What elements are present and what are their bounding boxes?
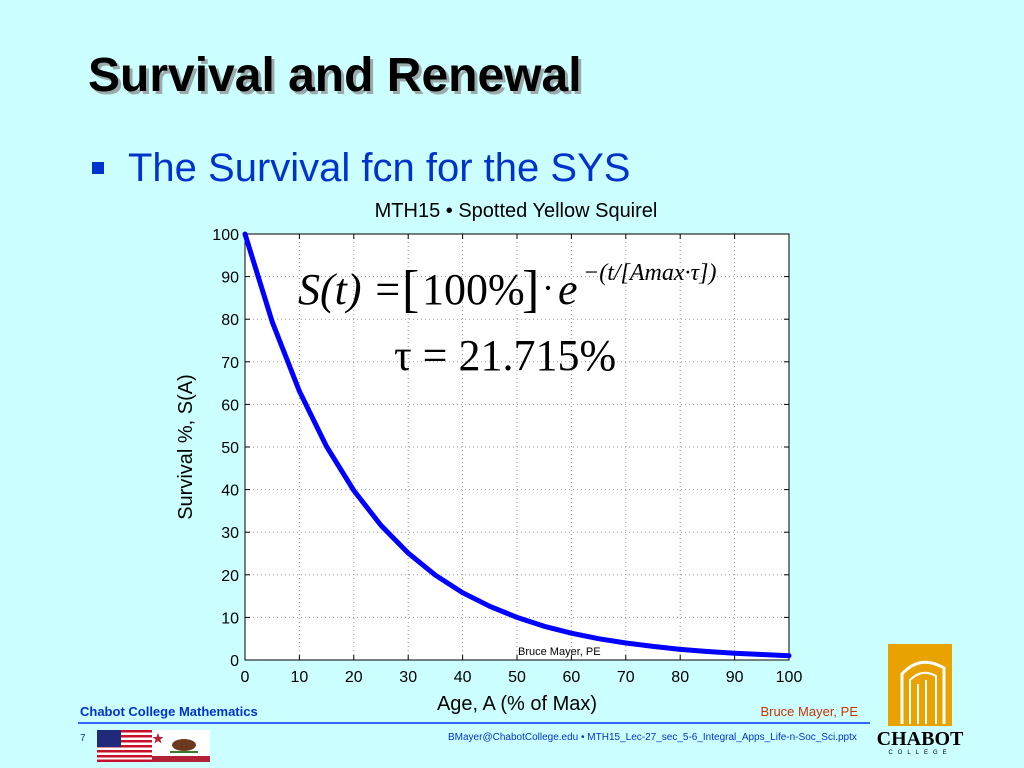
formula-exp-base: e (558, 265, 578, 314)
logo-name: CHABOT (876, 728, 964, 750)
x-tick-label: 50 (508, 669, 526, 686)
logo-emblem (888, 644, 952, 726)
x-tick-label: 90 (726, 669, 744, 686)
footer-rule (78, 722, 870, 724)
x-axis-label: Age, A (% of Max) (437, 693, 597, 715)
formula-lhs: S(t) = (298, 265, 402, 314)
formula-bracket-value: 100% (422, 265, 525, 314)
formula: S(t) = [ 100% ] · e −(t/[Amax·τ]) τ = 21… (298, 260, 716, 380)
y-tick-label: 20 (221, 568, 239, 585)
logo-sub: COLLEGE (888, 750, 952, 756)
y-tick-label: 40 (221, 483, 239, 500)
footer-file: BMayer@ChabotCollege.edu • MTH15_Lec-27_… (448, 732, 857, 743)
chabot-logo-icon: CHABOT COLLEGE (872, 644, 968, 764)
y-tick-label: 80 (221, 312, 239, 329)
x-tick-label: 20 (345, 669, 363, 686)
formula-dot: · (542, 268, 554, 308)
axis-ticks: 0 10 20 30 40 50 60 70 80 90 100 0 10 20 30 40 50 60 70 80 9… (212, 227, 802, 686)
y-tick-label: 90 (221, 270, 239, 287)
y-tick-label: 60 (221, 397, 239, 414)
x-tick-label: 30 (399, 669, 417, 686)
tau-label: τ = 21.715% (394, 331, 616, 380)
x-tick-label: 60 (563, 669, 581, 686)
footer-org: Chabot College Mathematics (80, 704, 258, 719)
chart-title: MTH15 • Spotted Yellow Squirel (375, 200, 658, 222)
y-tick-label: 100 (212, 227, 239, 244)
x-tick-label: 0 (241, 669, 250, 686)
bullet-square-icon (92, 162, 104, 174)
y-tick-label: 10 (221, 610, 239, 627)
y-tick-label: 0 (230, 653, 239, 670)
slide-number: 7 (80, 733, 86, 744)
survival-curve (242, 231, 792, 659)
x-tick-label: 40 (454, 669, 472, 686)
california-flag-icon (152, 730, 210, 762)
formula-left-bracket: [ (402, 261, 419, 318)
y-tick-label: 30 (221, 525, 239, 542)
y-axis-label: Survival %, S(A) (175, 374, 197, 520)
formula-right-bracket: ] (522, 261, 539, 318)
footer-author: Bruce Mayer, PE (760, 704, 858, 719)
watermark: Bruce Mayer, PE (518, 646, 601, 658)
x-tick-label: 80 (671, 669, 689, 686)
us-flag-icon (97, 730, 155, 762)
x-tick-label: 100 (776, 669, 803, 686)
x-tick-label: 70 (617, 669, 635, 686)
y-tick-label: 70 (221, 355, 239, 372)
slide-title: Survival and Renewal (88, 49, 582, 102)
bullet-text: The Survival fcn for the SYS (128, 146, 631, 190)
formula-exponent: −(t/[Amax·τ]) (583, 260, 716, 286)
y-tick-label: 50 (221, 440, 239, 457)
x-tick-label: 10 (291, 669, 309, 686)
